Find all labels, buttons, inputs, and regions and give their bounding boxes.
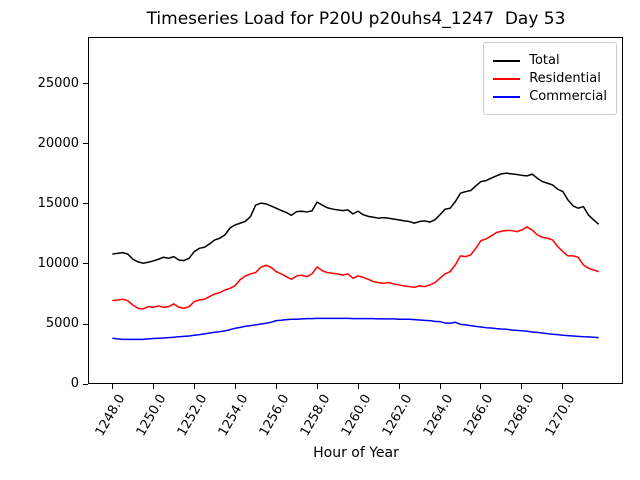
- x-tick-label: 1248.0: [92, 392, 129, 439]
- legend-line-swatch: [493, 77, 521, 80]
- x-tick-mark: [521, 384, 523, 389]
- x-tick-mark: [480, 384, 482, 389]
- x-tick-label: 1264.0: [420, 392, 456, 439]
- legend-label: Commercial: [529, 89, 607, 104]
- axes-spines: [88, 37, 623, 384]
- legend: Total Residential Commercial: [483, 42, 617, 115]
- y-tick-mark: [83, 203, 88, 205]
- x-tick-mark: [152, 384, 154, 389]
- legend-entry-residential: Residential: [493, 71, 607, 86]
- x-tick-label: 1250.0: [133, 392, 170, 439]
- x-tick-mark: [316, 384, 318, 389]
- legend-entry-total: Total: [493, 53, 607, 68]
- y-tick-mark: [83, 383, 88, 385]
- y-tick-mark: [83, 143, 88, 145]
- x-tick-mark: [562, 384, 564, 389]
- chart-title: Timeseries Load for P20U p20uhs4_1247 Da…: [146, 9, 566, 29]
- x-axis-label: Hour of Year: [313, 445, 399, 461]
- y-tick-label: 10000: [37, 255, 79, 271]
- y-tick-mark: [83, 263, 88, 265]
- residential-line: [112, 226, 599, 310]
- x-tick-mark: [111, 384, 113, 389]
- x-tick-label: 1270.0: [543, 392, 579, 439]
- x-tick-label: 1254.0: [215, 392, 252, 439]
- legend-label: Residential: [529, 71, 601, 86]
- x-tick-label: 1266.0: [461, 392, 497, 439]
- legend-label: Total: [529, 53, 560, 68]
- x-tick-label: 1268.0: [502, 392, 538, 439]
- commercial-line: [112, 317, 599, 341]
- y-tick-mark: [83, 83, 88, 85]
- x-tick-label: 1262.0: [379, 392, 415, 439]
- x-tick-mark: [357, 384, 359, 389]
- x-tick-mark: [234, 384, 236, 389]
- x-tick-label: 1256.0: [256, 392, 293, 439]
- y-tick-mark: [83, 323, 88, 325]
- x-tick-mark: [193, 384, 195, 389]
- x-tick-mark: [275, 384, 277, 389]
- series-lines: [88, 37, 623, 384]
- plot-area: Total Residential Commercial: [88, 37, 623, 384]
- x-tick-label: 1252.0: [174, 392, 211, 439]
- y-tick-label: 15000: [37, 195, 79, 211]
- x-tick-label: 1258.0: [297, 392, 334, 439]
- total-line: [112, 172, 600, 264]
- x-tick-mark: [398, 384, 400, 389]
- legend-line-swatch: [493, 59, 521, 62]
- y-tick-label: 20000: [37, 135, 79, 151]
- x-tick-mark: [439, 384, 441, 389]
- legend-entry-commercial: Commercial: [493, 89, 607, 104]
- legend-line-swatch: [493, 95, 521, 98]
- y-tick-label: 5000: [45, 316, 79, 331]
- y-tick-label: 0: [70, 376, 79, 391]
- x-tick-label: 1260.0: [338, 392, 375, 439]
- y-tick-label: 25000: [37, 75, 79, 91]
